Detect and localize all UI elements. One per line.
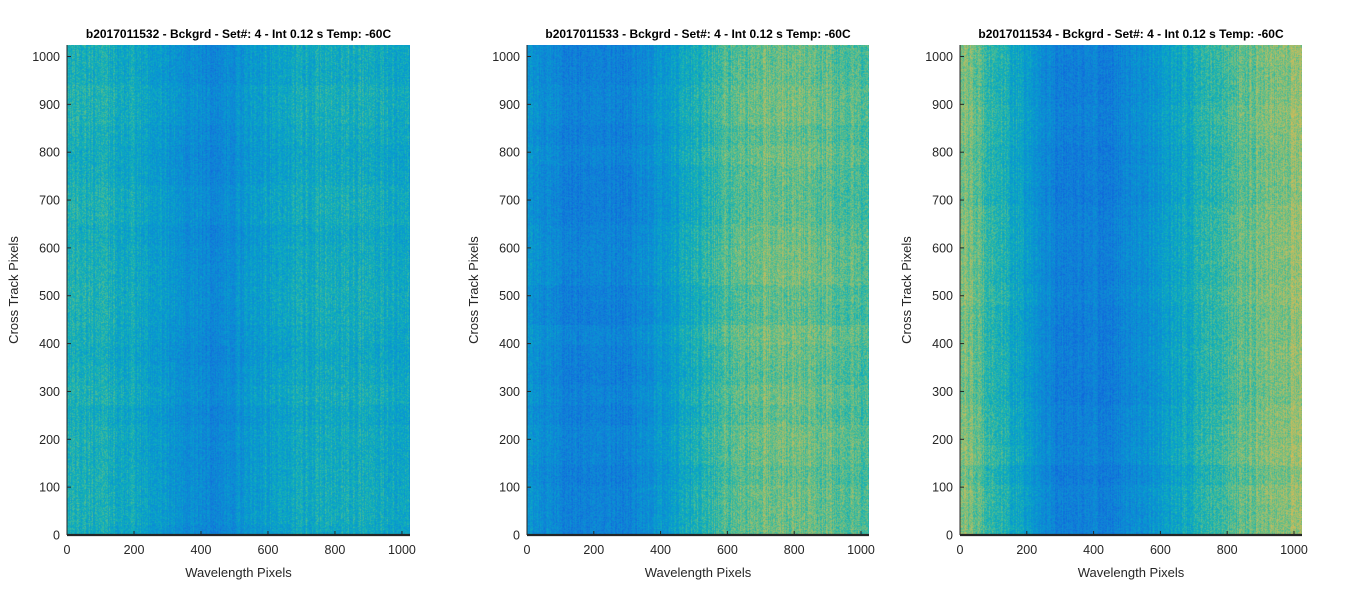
y-tick-label: 0: [513, 529, 520, 543]
x-tick-label: 200: [583, 543, 604, 557]
heatmap-image: [960, 45, 1302, 535]
x-axis-label: Wavelength Pixels: [645, 565, 752, 580]
y-tick-label: 400: [932, 337, 953, 351]
y-tick-label: 0: [53, 529, 60, 543]
y-tick-label: 500: [39, 289, 60, 303]
y-tick-label: 900: [499, 98, 520, 112]
x-tick-label: 1000: [388, 543, 416, 557]
x-tick-label: 1000: [1280, 543, 1308, 557]
x-tick-label: 800: [784, 543, 805, 557]
y-tick-label: 500: [499, 289, 520, 303]
x-tick-label: 800: [1217, 543, 1238, 557]
y-tick-label: 400: [499, 337, 520, 351]
x-axis-label: Wavelength Pixels: [1078, 565, 1185, 580]
y-tick-label: 600: [39, 241, 60, 255]
y-tick-label: 200: [932, 433, 953, 447]
chart-title: b2017011534 - Bckgrd - Set#: 4 - Int 0.1…: [978, 27, 1284, 41]
x-tick-label: 0: [64, 543, 71, 557]
y-axis-label: Cross Track Pixels: [6, 236, 21, 344]
x-tick-label: 400: [1083, 543, 1104, 557]
x-tick-label: 200: [1016, 543, 1037, 557]
y-tick-label: 600: [499, 241, 520, 255]
heatmap-panel-3: b2017011534 - Bckgrd - Set#: 4 - Int 0.1…: [899, 27, 1308, 580]
y-axis-label: Cross Track Pixels: [466, 236, 481, 344]
heatmap-image: [527, 45, 869, 535]
x-tick-label: 400: [650, 543, 671, 557]
y-tick-label: 100: [932, 481, 953, 495]
y-tick-label: 700: [39, 194, 60, 208]
heatmap-panel-2: b2017011533 - Bckgrd - Set#: 4 - Int 0.1…: [466, 27, 875, 580]
y-tick-label: 100: [39, 481, 60, 495]
y-tick-label: 500: [932, 289, 953, 303]
x-tick-label: 800: [325, 543, 346, 557]
y-tick-label: 100: [499, 481, 520, 495]
x-axis-label: Wavelength Pixels: [185, 565, 292, 580]
y-tick-label: 700: [932, 194, 953, 208]
y-tick-label: 1000: [925, 50, 953, 64]
y-axis-label: Cross Track Pixels: [899, 236, 914, 344]
y-tick-label: 200: [499, 433, 520, 447]
x-tick-label: 400: [191, 543, 212, 557]
chart-title: b2017011533 - Bckgrd - Set#: 4 - Int 0.1…: [545, 27, 851, 41]
chart-title: b2017011532 - Bckgrd - Set#: 4 - Int 0.1…: [86, 27, 392, 41]
y-tick-label: 300: [932, 385, 953, 399]
y-tick-label: 1000: [492, 50, 520, 64]
x-tick-label: 0: [524, 543, 531, 557]
y-tick-label: 800: [499, 146, 520, 160]
heatmap-panel-1: b2017011532 - Bckgrd - Set#: 4 - Int 0.1…: [6, 27, 416, 580]
y-tick-label: 0: [946, 529, 953, 543]
x-tick-label: 600: [1150, 543, 1171, 557]
y-tick-label: 900: [39, 98, 60, 112]
y-tick-label: 800: [932, 146, 953, 160]
y-tick-label: 300: [39, 385, 60, 399]
y-tick-label: 200: [39, 433, 60, 447]
x-tick-label: 600: [717, 543, 738, 557]
x-tick-label: 0: [957, 543, 964, 557]
x-tick-label: 1000: [847, 543, 875, 557]
y-tick-label: 900: [932, 98, 953, 112]
heatmap-image: [67, 45, 410, 535]
y-tick-label: 800: [39, 146, 60, 160]
y-tick-label: 600: [932, 241, 953, 255]
y-tick-label: 300: [499, 385, 520, 399]
y-tick-label: 1000: [32, 50, 60, 64]
x-tick-label: 600: [258, 543, 279, 557]
x-tick-label: 200: [124, 543, 145, 557]
y-tick-label: 700: [499, 194, 520, 208]
y-tick-label: 400: [39, 337, 60, 351]
